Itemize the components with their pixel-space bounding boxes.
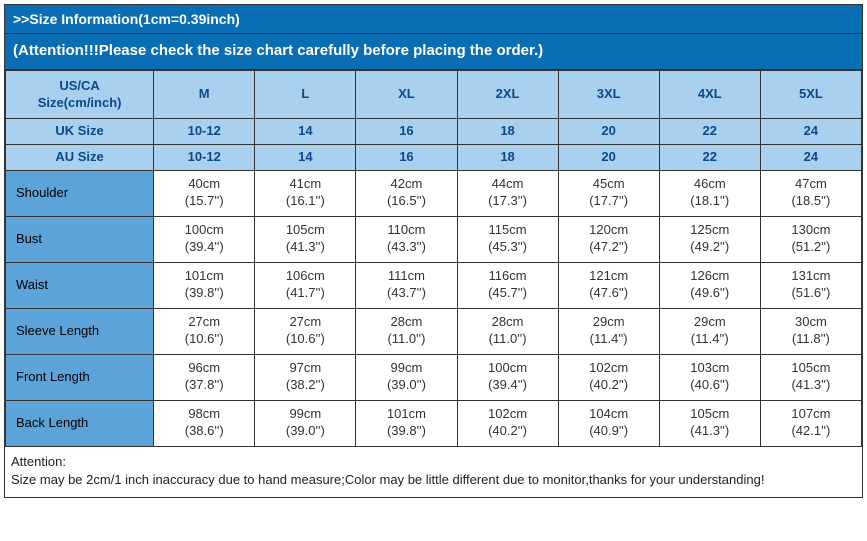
col-header-size: 5XL <box>760 71 861 119</box>
table-row: Back Length98cm(38.6'')99cm(39.0'')101cm… <box>6 400 862 446</box>
au-size-value: 10-12 <box>154 144 255 170</box>
table-row: Waist101cm(39.8'')106cm(41.7'')111cm(43.… <box>6 262 862 308</box>
measurement-cell: 100cm(39.4'') <box>457 354 558 400</box>
size-table: US/CA Size(cm/inch) M L XL 2XL 3XL 4XL 5… <box>5 70 862 447</box>
measurement-cell: 46cm(18.1'') <box>659 170 760 216</box>
measurement-cell: 44cm(17.3'') <box>457 170 558 216</box>
measurement-cell: 105cm(41.3'') <box>760 354 861 400</box>
measurement-cell: 101cm(39.8'') <box>154 262 255 308</box>
measurement-cell: 29cm(11.4'') <box>659 308 760 354</box>
measurement-cell: 47cm(18.5'') <box>760 170 861 216</box>
uk-size-row: UK Size 10-12 14 16 18 20 22 24 <box>6 119 862 145</box>
measurement-cell: 30cm(11.8'') <box>760 308 861 354</box>
measurement-cell: 28cm(11.0'') <box>457 308 558 354</box>
table-row: Shoulder40cm(15.7'')41cm(16.1'')42cm(16.… <box>6 170 862 216</box>
measurement-cell: 102cm(40.2'') <box>457 400 558 446</box>
au-size-value: 20 <box>558 144 659 170</box>
au-size-value: 16 <box>356 144 457 170</box>
au-size-value: 22 <box>659 144 760 170</box>
measurement-cell: 105cm(41.3'') <box>659 400 760 446</box>
table-row: Sleeve Length27cm(10.6'')27cm(10.6'')28c… <box>6 308 862 354</box>
measurement-cell: 98cm(38.6'') <box>154 400 255 446</box>
col-header-size: M <box>154 71 255 119</box>
us-ca-line2: Size(cm/inch) <box>38 95 122 110</box>
row-label: Sleeve Length <box>6 308 154 354</box>
measurement-cell: 121cm(47.6'') <box>558 262 659 308</box>
measurement-cell: 42cm(16.5'') <box>356 170 457 216</box>
row-label: Front Length <box>6 354 154 400</box>
col-header-size: 4XL <box>659 71 760 119</box>
au-size-value: 14 <box>255 144 356 170</box>
measurement-cell: 104cm(40.9'') <box>558 400 659 446</box>
measurement-cell: 111cm(43.7'') <box>356 262 457 308</box>
measurement-cell: 102cm(40.2'') <box>558 354 659 400</box>
au-size-value: 24 <box>760 144 861 170</box>
measurement-cell: 28cm(11.0'') <box>356 308 457 354</box>
au-size-value: 18 <box>457 144 558 170</box>
col-header-us-ca: US/CA Size(cm/inch) <box>6 71 154 119</box>
measurement-cell: 125cm(49.2'') <box>659 216 760 262</box>
col-header-size: 2XL <box>457 71 558 119</box>
measurement-cell: 41cm(16.1'') <box>255 170 356 216</box>
col-header-size: L <box>255 71 356 119</box>
uk-size-value: 18 <box>457 119 558 145</box>
table-row: Front Length96cm(37.8'')97cm(38.2'')99cm… <box>6 354 862 400</box>
measurement-cell: 99cm(39.0'') <box>255 400 356 446</box>
au-size-row: AU Size 10-12 14 16 18 20 22 24 <box>6 144 862 170</box>
footer-line2: Size may be 2cm/1 inch inaccuracy due to… <box>11 472 764 487</box>
us-ca-line1: US/CA <box>59 78 99 93</box>
measurement-cell: 110cm(43.3'') <box>356 216 457 262</box>
measurement-cell: 40cm(15.7'') <box>154 170 255 216</box>
size-chart: >>Size Information(1cm=0.39inch) (Attent… <box>4 4 863 498</box>
table-header-row: US/CA Size(cm/inch) M L XL 2XL 3XL 4XL 5… <box>6 71 862 119</box>
row-label: Shoulder <box>6 170 154 216</box>
row-label: Waist <box>6 262 154 308</box>
uk-size-label: UK Size <box>6 119 154 145</box>
uk-size-value: 16 <box>356 119 457 145</box>
footer-note: Attention: Size may be 2cm/1 inch inaccu… <box>5 447 862 497</box>
uk-size-value: 20 <box>558 119 659 145</box>
footer-line1: Attention: <box>11 454 66 469</box>
measurement-cell: 116cm(45.7'') <box>457 262 558 308</box>
measurement-cell: 99cm(39.0'') <box>356 354 457 400</box>
measurement-cell: 27cm(10.6'') <box>154 308 255 354</box>
measurement-cell: 130cm(51.2'') <box>760 216 861 262</box>
header-title: >>Size Information(1cm=0.39inch) <box>5 5 862 34</box>
measurement-cell: 27cm(10.6'') <box>255 308 356 354</box>
row-label: Back Length <box>6 400 154 446</box>
measurement-cell: 101cm(39.8'') <box>356 400 457 446</box>
measurement-cell: 103cm(40.6'') <box>659 354 760 400</box>
measurement-cell: 96cm(37.8'') <box>154 354 255 400</box>
col-header-size: 3XL <box>558 71 659 119</box>
au-size-label: AU Size <box>6 144 154 170</box>
measurement-cell: 106cm(41.7'') <box>255 262 356 308</box>
measurement-cell: 100cm(39.4'') <box>154 216 255 262</box>
col-header-size: XL <box>356 71 457 119</box>
measurement-cell: 45cm(17.7'') <box>558 170 659 216</box>
row-label: Bust <box>6 216 154 262</box>
measurement-cell: 126cm(49.6'') <box>659 262 760 308</box>
measurement-cell: 107cm(42.1'') <box>760 400 861 446</box>
measurement-cell: 105cm(41.3'') <box>255 216 356 262</box>
table-row: Bust100cm(39.4'')105cm(41.3'')110cm(43.3… <box>6 216 862 262</box>
uk-size-value: 24 <box>760 119 861 145</box>
uk-size-value: 14 <box>255 119 356 145</box>
measurement-cell: 97cm(38.2'') <box>255 354 356 400</box>
measurement-cell: 29cm(11.4'') <box>558 308 659 354</box>
header-attention: (Attention!!!Please check the size chart… <box>5 34 862 70</box>
measurement-cell: 120cm(47.2'') <box>558 216 659 262</box>
measurement-cell: 115cm(45.3'') <box>457 216 558 262</box>
uk-size-value: 10-12 <box>154 119 255 145</box>
measurement-cell: 131cm(51.6'') <box>760 262 861 308</box>
uk-size-value: 22 <box>659 119 760 145</box>
